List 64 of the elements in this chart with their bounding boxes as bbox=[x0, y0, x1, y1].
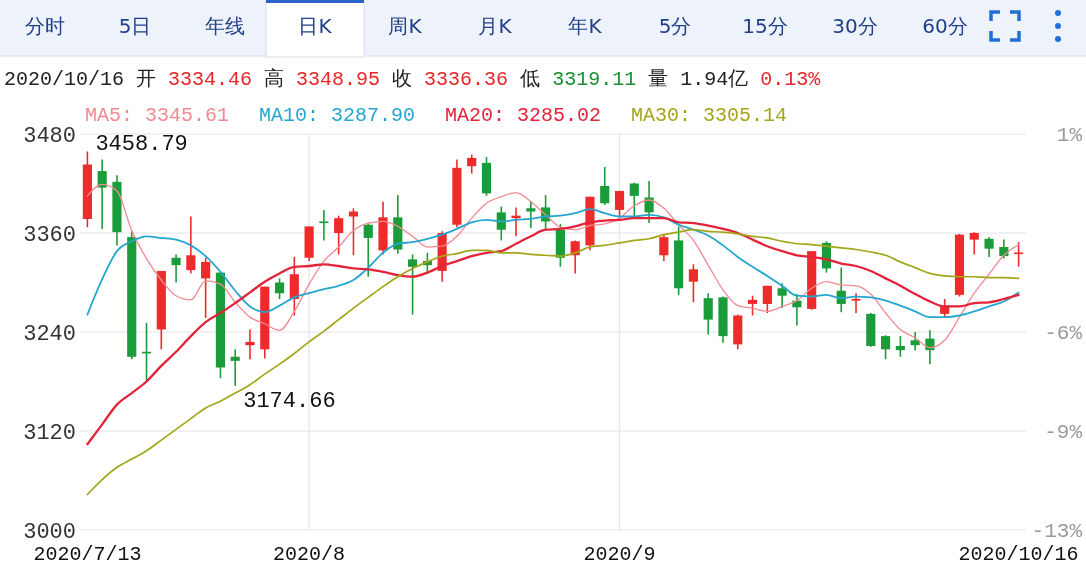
candlestick bbox=[600, 166, 610, 206]
candlestick bbox=[186, 215, 196, 275]
text: 月K bbox=[478, 13, 513, 38]
text: 年K bbox=[568, 13, 603, 38]
candlestick bbox=[363, 222, 373, 278]
candlestick bbox=[467, 153, 477, 175]
y2-tick-label: -9% bbox=[1044, 421, 1083, 445]
line-series bbox=[86, 228, 1020, 496]
annotation: 3174.66 bbox=[243, 388, 336, 414]
y2-tick-label: -6% bbox=[1044, 322, 1083, 346]
text: 60分 bbox=[922, 13, 968, 38]
text: MA10: 3287.90 bbox=[259, 104, 416, 128]
y2-tick-label: -13% bbox=[1031, 520, 1083, 544]
candlestick bbox=[910, 331, 920, 351]
candlestick bbox=[230, 348, 240, 387]
x-tick-label: 2020/7/13 bbox=[33, 543, 142, 567]
candlestick bbox=[851, 292, 861, 314]
text: 2020/10/16 开 3334.46 高 3348.95 收 3336.36 低 3319.11 量 1.94亿 0.13% bbox=[4, 68, 821, 92]
candlestick bbox=[747, 294, 758, 317]
candlestick bbox=[688, 263, 698, 304]
text: 30分 bbox=[832, 13, 878, 38]
candlestick bbox=[97, 158, 107, 230]
text: MA5: 3345.61 bbox=[85, 104, 230, 128]
text: 分时 bbox=[25, 13, 65, 38]
candlestick bbox=[319, 209, 329, 242]
x-tick-label: 2020/8 bbox=[273, 543, 346, 567]
text: 周K bbox=[388, 13, 423, 38]
candlestick bbox=[526, 200, 536, 229]
candlestick bbox=[895, 335, 905, 358]
x-tick-label: 2020/10/16 bbox=[958, 543, 1079, 567]
text: 年线 bbox=[205, 13, 245, 38]
candlestick bbox=[245, 328, 255, 361]
candlestick bbox=[762, 285, 772, 314]
y-tick-label: 3240 bbox=[23, 321, 76, 347]
text: 5分 bbox=[658, 13, 692, 38]
candlestick bbox=[881, 334, 891, 361]
candlestick bbox=[274, 277, 285, 300]
x-tick-label: 2020/9 bbox=[583, 543, 656, 567]
text: 5日 bbox=[118, 13, 152, 38]
text: 日K bbox=[298, 13, 333, 38]
y2-tick-label: 1% bbox=[1056, 124, 1083, 148]
text: MA20: 3285.02 bbox=[445, 104, 602, 128]
candlestick bbox=[984, 236, 994, 258]
line-series bbox=[86, 217, 1020, 446]
candlestick bbox=[334, 214, 344, 256]
candlestick bbox=[408, 253, 418, 316]
candlestick bbox=[171, 253, 181, 284]
candlestick bbox=[614, 190, 625, 219]
candlestick bbox=[201, 256, 211, 319]
y-tick-label: 3480 bbox=[23, 123, 76, 149]
text: MA30: 3305.14 bbox=[631, 104, 788, 128]
candlestick bbox=[777, 282, 787, 309]
y-tick-label: 3360 bbox=[23, 222, 76, 248]
candlestick bbox=[969, 231, 979, 256]
y-tick-label: 3000 bbox=[23, 519, 76, 545]
y-tick-label: 3120 bbox=[23, 420, 76, 446]
candlestick bbox=[629, 181, 639, 218]
text: 15分 bbox=[742, 13, 788, 38]
annotation: 3458.79 bbox=[95, 132, 188, 158]
candlestick bbox=[659, 233, 669, 262]
candlestick bbox=[348, 207, 359, 257]
candlestick bbox=[925, 329, 935, 365]
candlestick bbox=[496, 205, 506, 242]
candlestick bbox=[703, 292, 713, 336]
